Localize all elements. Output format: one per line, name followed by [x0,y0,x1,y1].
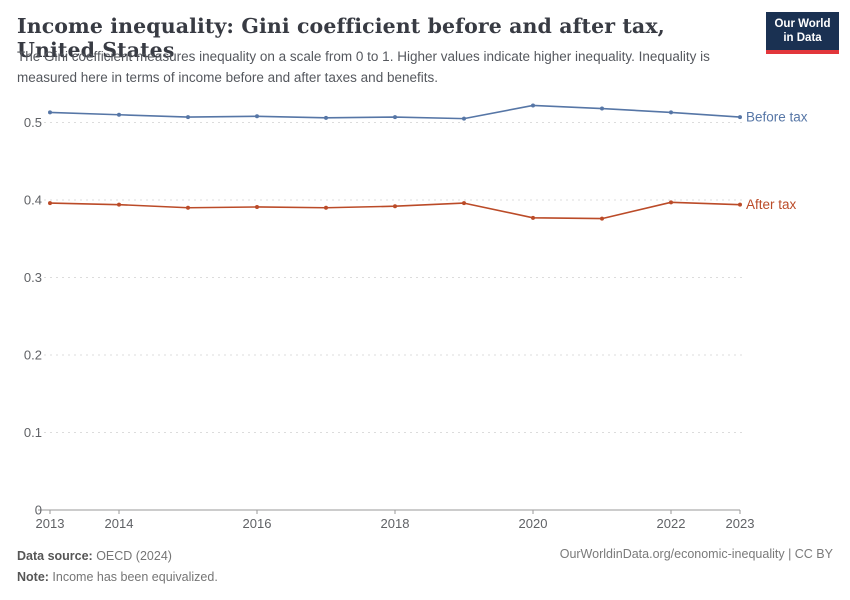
data-point [462,201,466,206]
data-point [600,216,604,221]
data-source-label: Data source: [17,549,93,563]
data-point [324,205,328,210]
data-point [48,201,52,206]
series-line-after-tax [49,201,741,220]
footer-source-note: Data source: OECD (2024) Note: Income ha… [17,546,218,589]
data-point [531,215,535,220]
data-point [462,116,466,121]
data-point [48,110,52,115]
x-tick-label: 2022 [657,516,686,531]
owid-logo-line1: Our World [774,18,831,30]
data-point [324,115,328,120]
data-source-line: Data source: OECD (2024) [17,546,218,567]
y-tick-label: 0.3 [24,270,42,285]
chart-title: Income inequality: Gini coefficient befo… [17,14,665,62]
x-tick-label: 2013 [36,516,65,531]
data-point [669,200,673,205]
note-value: Income has been equivalized. [48,570,218,585]
y-tick-label: 0 [35,503,42,518]
x-tick-label: 2014 [105,516,134,531]
owid-logo: Our World in Data [766,12,839,54]
x-tick-label: 2020 [519,516,548,531]
data-point [255,114,259,119]
series-end-label: Before tax [746,110,808,125]
data-point [600,106,604,111]
y-tick-label: 0.1 [24,425,42,440]
data-point [117,112,121,117]
note-line: Note: Income has been equivalized. [17,567,218,588]
y-tick-label: 0.4 [24,193,42,208]
data-point [117,202,121,207]
data-point [738,115,742,120]
owid-logo-line2: in Data [783,32,822,45]
data-point [393,115,397,120]
data-point [738,202,742,207]
data-point [255,204,259,209]
x-tick-label: 2023 [726,516,755,531]
data-source-value: OECD (2024) [92,549,172,563]
x-tick-label: 2018 [381,516,410,531]
data-point [186,115,190,120]
data-point [531,103,535,108]
x-tick-label: 2016 [243,516,272,531]
data-point [186,205,190,210]
note-label: Note: [17,570,49,585]
data-point [393,204,397,209]
y-tick-label: 0.2 [24,348,42,363]
series-end-label: After tax [746,197,797,212]
owid-citation-link[interactable]: OurWorldinData.org/economic-inequality |… [559,547,833,561]
y-tick-label: 0.5 [24,115,42,130]
chart-subtitle: The Gini coefficient measures inequality… [17,49,710,85]
data-point [669,110,673,115]
series-line-before-tax [49,104,741,120]
